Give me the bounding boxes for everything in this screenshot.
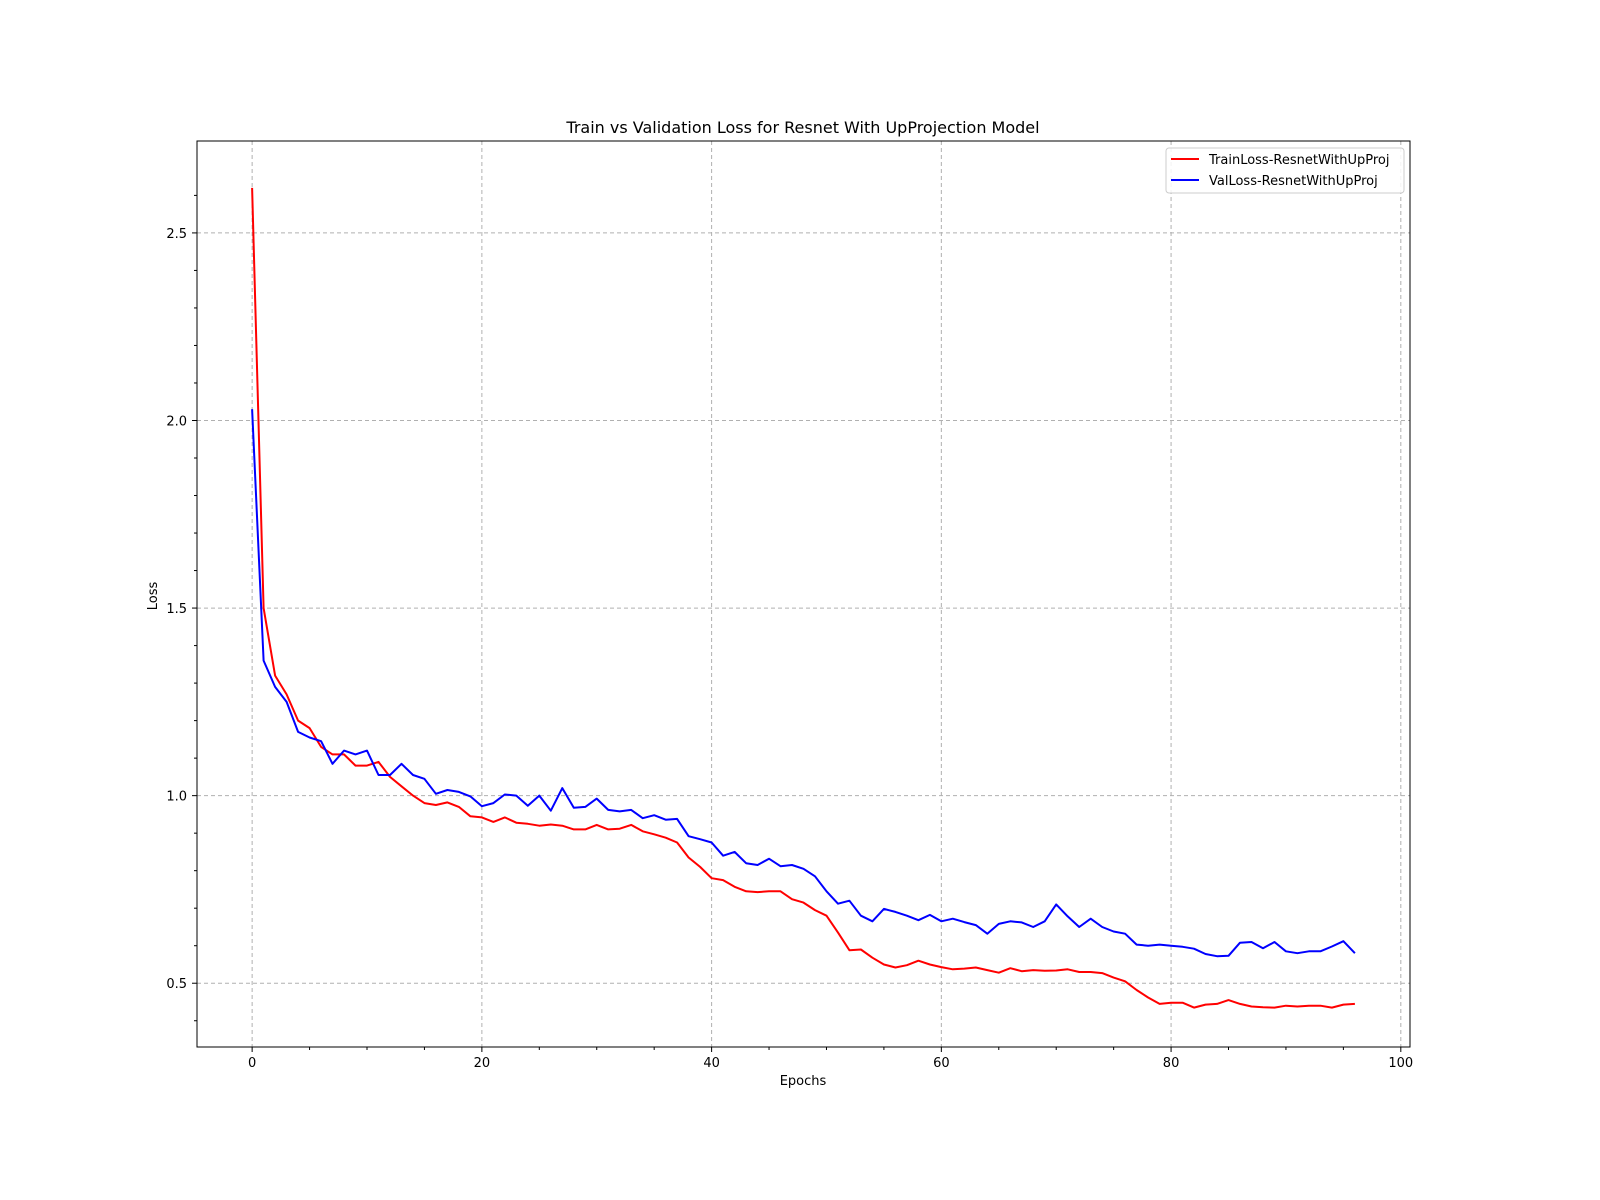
x-axis-label: Epochs: [780, 1074, 827, 1089]
chart-title: Train vs Validation Loss for Resnet With…: [565, 118, 1039, 137]
y-tick-label: 1.5: [166, 602, 187, 617]
x-tick-label: 40: [703, 1056, 720, 1071]
y-tick-label: 0.5: [166, 977, 187, 992]
legend-label-val: ValLoss-ResnetWithUpProj: [1209, 174, 1378, 189]
y-axis-label: Loss: [146, 582, 161, 611]
series-lines: [251, 187, 1356, 1009]
x-tick-label: 80: [1163, 1056, 1180, 1071]
x-tick-label: 0: [248, 1056, 256, 1071]
legend-label-train: TrainLoss-ResnetWithUpProj: [1208, 153, 1389, 168]
train-loss-line: [251, 187, 1355, 1009]
axis-ticks: 0 20 40 60 80 100 0.5 1.0 1.5 2.0 2.5: [166, 194, 1413, 1071]
y-tick-label: 2.0: [166, 414, 187, 429]
legend-box: [1165, 147, 1405, 194]
x-tick-label: 20: [474, 1056, 491, 1071]
y-tick-label: 1.0: [166, 790, 187, 805]
val-loss-line: [251, 409, 1356, 958]
x-tick-label: 60: [933, 1056, 950, 1071]
plot-frame: [196, 140, 1411, 1048]
y-tick-label: 2.5: [166, 227, 187, 242]
grid: [197, 141, 1410, 1047]
x-tick-label: 100: [1388, 1056, 1413, 1071]
legend: TrainLoss-ResnetWithUpProj ValLoss-Resne…: [1165, 147, 1405, 194]
